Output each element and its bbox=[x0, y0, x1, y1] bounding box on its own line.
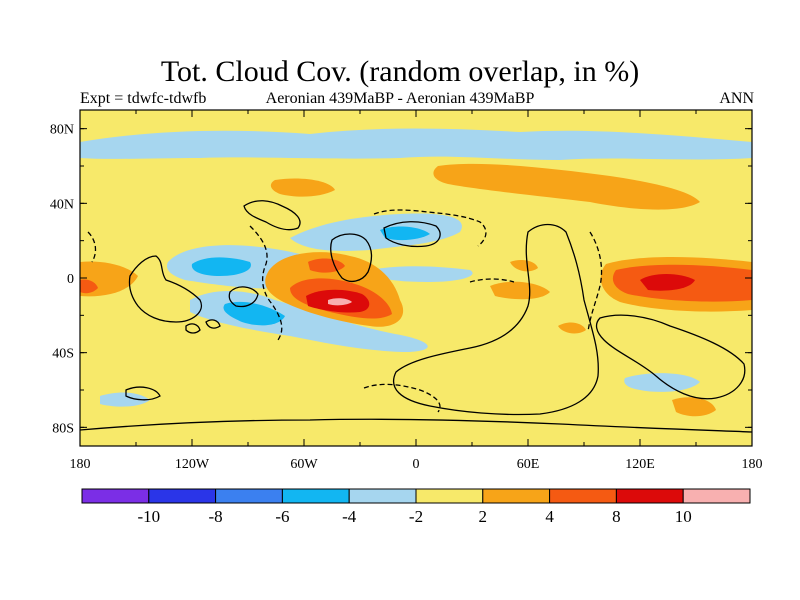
colorbar-label: 4 bbox=[545, 507, 554, 526]
colorbar-label: -8 bbox=[209, 507, 223, 526]
coastline-south-polar bbox=[80, 418, 752, 433]
contour-orange-south bbox=[672, 397, 716, 417]
colorbar: -10 -8 -6 -4 -2 2 4 8 10 bbox=[81, 488, 751, 526]
contour-cyan-central bbox=[380, 226, 430, 241]
longitude-axis: 180 120W 60W 0 60E 120E 180 bbox=[70, 110, 763, 472]
contour-field bbox=[80, 110, 752, 446]
coastlines bbox=[80, 200, 752, 433]
dashed-coastlines bbox=[87, 209, 603, 413]
colorbar-swatch bbox=[81, 488, 150, 504]
colorbar-swatch bbox=[549, 488, 617, 504]
coastline-small-islands bbox=[125, 319, 221, 401]
contour-red-east bbox=[640, 274, 695, 291]
contour-orange-ne bbox=[433, 163, 700, 210]
period-label: Aeronian 439MaBP - Aeronian 439MaBP bbox=[265, 90, 535, 107]
contour-blue-patch-central bbox=[290, 213, 462, 251]
coastline-baltica bbox=[383, 221, 441, 248]
colorbar-label: -4 bbox=[342, 507, 357, 526]
lat-tick-label: 80N bbox=[50, 123, 74, 138]
colorbar-swatch bbox=[482, 488, 551, 504]
lon-tick-label: 0 bbox=[413, 457, 420, 472]
lon-tick-label: 60W bbox=[290, 457, 318, 472]
lon-tick-label: 120W bbox=[175, 457, 210, 472]
contour-blue-patch-south2 bbox=[100, 392, 150, 407]
contour-arctic-band bbox=[80, 128, 752, 160]
contour-blue-band-eq bbox=[370, 266, 473, 282]
dashed-coast-east bbox=[587, 231, 603, 333]
colorbar-swatch bbox=[281, 488, 350, 504]
coastline-west-continent bbox=[128, 255, 202, 323]
coastline-laurentia bbox=[330, 233, 373, 283]
coastline-gondwana bbox=[392, 223, 599, 416]
colorbar-swatch bbox=[148, 488, 217, 504]
colorbar-swatch bbox=[215, 488, 283, 504]
contour-blue-patch-east bbox=[624, 373, 700, 392]
contour-redorange-dateline bbox=[80, 279, 98, 294]
contour-cyan-west bbox=[191, 257, 251, 276]
colorbar-label: 2 bbox=[479, 507, 488, 526]
dashed-coast-eq bbox=[469, 278, 515, 283]
coastline-north-landmass bbox=[243, 200, 301, 231]
lon-tick-label: 60E bbox=[517, 457, 540, 472]
contour-orange-small bbox=[510, 260, 538, 272]
lon-tick-label: 180 bbox=[70, 457, 91, 472]
lat-tick-label: 0 bbox=[67, 272, 74, 287]
lat-tick-label: 40N bbox=[50, 197, 74, 212]
season-label: ANN bbox=[719, 90, 754, 107]
contour-pink-centre bbox=[328, 298, 352, 306]
dashed-coast-sw bbox=[87, 231, 97, 263]
dashed-coast-south bbox=[363, 383, 441, 413]
contour-orange-small2 bbox=[558, 322, 586, 334]
colorbar-label: 8 bbox=[612, 507, 621, 526]
coastline-central-island bbox=[228, 286, 259, 308]
experiment-label: Expt = tdwfc-tdwfb bbox=[80, 90, 207, 107]
lat-tick-label: 40S bbox=[52, 347, 74, 362]
lon-tick-label: 120E bbox=[625, 457, 655, 472]
contour-cyan-south bbox=[223, 301, 285, 326]
lat-tick-label: 80S bbox=[52, 421, 74, 436]
plot-title: Tot. Cloud Cov. (random overlap, in %) bbox=[160, 55, 640, 88]
coastline-east-continent bbox=[595, 314, 746, 400]
dashed-coast-west bbox=[249, 225, 283, 341]
latitude-axis: 80N 40N 0 40S 80S bbox=[50, 123, 752, 436]
colorbar-label: -10 bbox=[137, 507, 160, 526]
dashed-coast-north bbox=[373, 209, 487, 247]
contour-orange-nw bbox=[270, 178, 335, 197]
colorbar-swatch bbox=[682, 488, 751, 504]
colorbar-swatch bbox=[615, 488, 684, 504]
contour-orange-mid-eq bbox=[490, 281, 550, 300]
colorbar-label: -6 bbox=[275, 507, 289, 526]
colorbar-swatch bbox=[415, 488, 484, 504]
colorbar-label: -2 bbox=[409, 507, 423, 526]
colorbar-swatch bbox=[348, 488, 417, 504]
lon-tick-label: 180 bbox=[742, 457, 763, 472]
colorbar-label: 10 bbox=[675, 507, 692, 526]
